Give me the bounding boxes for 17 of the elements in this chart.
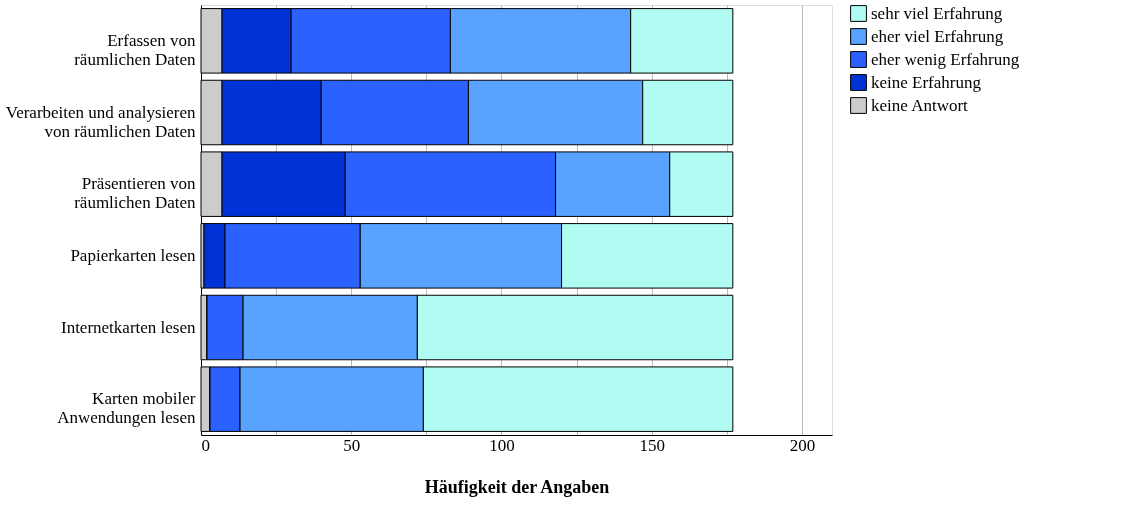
legend-label: eher wenig Erfahrung — [871, 49, 1020, 69]
x-axis-title: Häufigkeit der Angaben — [424, 476, 610, 497]
legend-label: keine Antwort — [871, 95, 969, 115]
y-tick-label: Papierkarten lesen — [70, 245, 196, 265]
legend-label: sehr viel Erfahrung — [871, 3, 1003, 23]
x-tick-label: 200 — [789, 435, 816, 455]
x-tick-label: 50 — [343, 435, 361, 455]
legend-label: keine Erfahrung — [871, 72, 982, 92]
x-tick-label: 100 — [489, 435, 515, 455]
y-tick-label: Verarbeiten und analysieren von räumlichen Daten — [5, 102, 196, 141]
y-tick-label: Internetkarten lesen — [60, 317, 196, 337]
y-tick-label: Erfassen von räumlichen Daten — [74, 30, 196, 69]
y-tick-label: Karten mobiler Anwendungen lesen — [57, 389, 196, 428]
legend-label: eher viel Erfahrung — [871, 26, 1004, 46]
x-tick-label: 150 — [639, 435, 665, 455]
x-tick-label: 0 — [201, 435, 210, 455]
y-tick-label: Präsentieren von räumlichen Daten — [74, 174, 196, 213]
